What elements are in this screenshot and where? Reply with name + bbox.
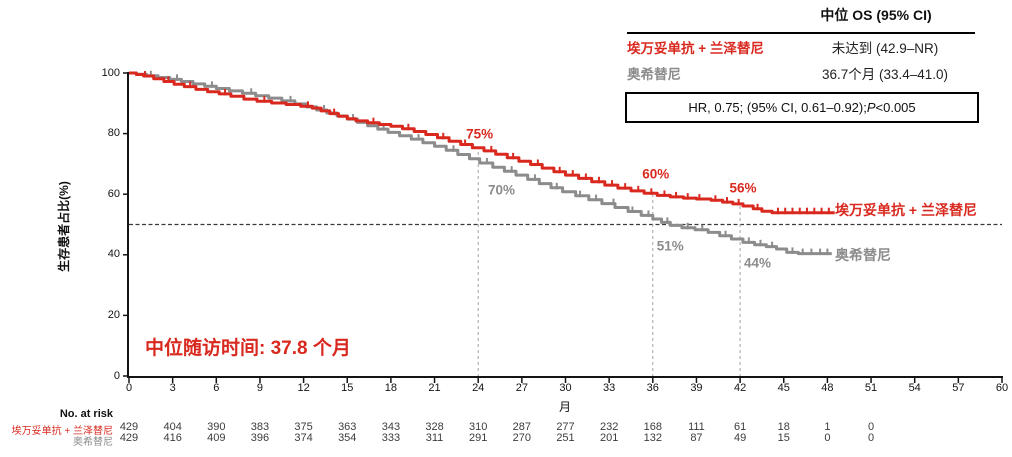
- at-risk-count: 409: [207, 431, 226, 444]
- x-tick-label: 12: [297, 382, 310, 394]
- x-tick-label: 36: [646, 382, 659, 394]
- x-tick-label: 21: [428, 382, 441, 394]
- y-tick-label: 60: [107, 187, 120, 200]
- x-tick-label: 30: [559, 382, 572, 394]
- at-risk-count: 49: [733, 431, 747, 444]
- at-risk-count: 328: [425, 420, 444, 433]
- at-risk-count: 287: [512, 420, 532, 433]
- milestone-rate-label: 70%: [487, 182, 515, 198]
- median-followup-note: 中位随访时间: 37.8 个月: [145, 338, 351, 359]
- x-tick-label: 39: [690, 382, 703, 394]
- p-symbol: P: [866, 100, 876, 115]
- x-tick-label: 18: [384, 382, 398, 394]
- at-risk-count: 0: [867, 431, 875, 444]
- at-risk-count: 416: [163, 431, 182, 444]
- y-tick-label: 100: [101, 66, 120, 79]
- at-risk-count: 390: [207, 420, 226, 433]
- summary-table: 中位 OS (95% CI) 埃万妥单抗 + 兰泽替尼 未达到 (42.9–NR…: [627, 5, 975, 86]
- y-axis-title: 生存患者占比(%): [57, 181, 71, 272]
- at-risk-count: 0: [867, 420, 875, 433]
- at-risk-count: 363: [338, 420, 357, 433]
- at-risk-count: 375: [294, 420, 313, 433]
- x-tick-label: 24: [472, 382, 485, 394]
- x-tick-label: 15: [341, 382, 354, 394]
- at-risk-count: 15: [777, 431, 790, 444]
- p-value: <0.005: [875, 100, 916, 115]
- x-tick-label: 57: [952, 382, 965, 394]
- at-risk-count: 396: [250, 431, 270, 444]
- x-tick-label: 27: [515, 382, 528, 394]
- curve-label-treatment: 埃万妥单抗 + 兰泽替尼: [835, 202, 977, 218]
- at-risk-count: 291: [469, 431, 488, 444]
- at-risk-count: 311: [425, 431, 444, 444]
- summary-table-row-comparator: 奥希替尼 36.7个月 (33.4–41.0): [627, 60, 975, 86]
- at-risk-count: 18: [777, 420, 790, 433]
- at-risk-count: 310: [469, 420, 488, 433]
- milestone-rate-label: 56%: [729, 180, 757, 196]
- treatment-arm-label: 埃万妥单抗 + 兰泽替尼: [627, 41, 764, 56]
- at-risk-row-label-comparator: 奥希替尼: [73, 437, 113, 448]
- x-tick-label: 0: [125, 382, 133, 394]
- y-tick-label: 20: [107, 308, 120, 321]
- at-risk-count: 374: [294, 431, 313, 444]
- milestone-rate-label: 44%: [744, 255, 772, 271]
- at-risk-count: 429: [119, 420, 139, 433]
- x-axis-title: 月: [558, 400, 571, 414]
- x-tick-label: 42: [733, 382, 747, 394]
- at-risk-count: 333: [381, 431, 401, 444]
- x-tick-label: 3: [169, 382, 176, 394]
- comparator-os-value: 36.7个月 (33.4–41.0): [821, 67, 949, 82]
- curve-label-comparator: 奥希替尼: [835, 247, 891, 263]
- y-tick-label: 80: [107, 127, 120, 140]
- treatment-os-value: 未达到 (42.9–NR): [831, 41, 939, 56]
- at-risk-count: 232: [599, 420, 619, 433]
- at-risk-count: 383: [250, 420, 270, 433]
- milestone-rate-label: 60%: [642, 166, 670, 182]
- at-risk-count: 1: [824, 420, 831, 433]
- summary-table-row-treatment: 埃万妥单抗 + 兰泽替尼 未达到 (42.9–NR): [627, 34, 975, 60]
- at-risk-count: 270: [512, 431, 532, 444]
- at-risk-count: 132: [643, 431, 662, 444]
- summary-table-header: 中位 OS (95% CI): [820, 7, 932, 23]
- at-risk-count: 111: [688, 420, 705, 433]
- y-tick-label: 40: [107, 248, 120, 261]
- hazard-ratio-box: HR, 0.75; (95% CI, 0.61–0.92); P <0.005: [625, 92, 979, 123]
- at-risk-count: 354: [338, 431, 357, 444]
- osimertinib-curve: [129, 71, 832, 256]
- milestone-rate-label: 75%: [466, 126, 494, 142]
- comparator-arm-label: 奥希替尼: [627, 67, 681, 82]
- x-tick-label: 33: [603, 382, 616, 394]
- at-risk-count: 0: [824, 431, 831, 444]
- milestone-rate-label: 51%: [656, 238, 684, 254]
- x-tick-label: 54: [908, 382, 921, 394]
- y-tick-label: 0: [113, 369, 120, 382]
- at-risk-count: 343: [381, 420, 401, 433]
- at-risk-title: No. at risk: [59, 408, 113, 420]
- x-tick-label: 9: [256, 382, 263, 394]
- at-risk-count: 251: [556, 431, 575, 444]
- at-risk-count: 404: [163, 420, 182, 433]
- at-risk-count: 277: [556, 420, 575, 433]
- x-tick-label: 45: [777, 382, 790, 394]
- at-risk-row-label-treatment: 埃万妥单抗 + 兰泽替尼: [11, 425, 113, 437]
- at-risk-count: 201: [599, 431, 619, 444]
- at-risk-count: 429: [119, 431, 139, 444]
- summary-table-rule: [627, 32, 975, 34]
- at-risk-count: 87: [690, 431, 703, 444]
- x-tick-label: 60: [995, 382, 1009, 394]
- x-tick-label: 6: [213, 382, 220, 394]
- at-risk-count: 61: [733, 420, 747, 433]
- hazard-ratio-text: HR, 0.75; (95% CI, 0.61–0.92);: [688, 100, 867, 115]
- x-tick-label: 51: [864, 382, 878, 394]
- at-risk-count: 168: [643, 420, 662, 433]
- x-tick-label: 48: [821, 382, 834, 394]
